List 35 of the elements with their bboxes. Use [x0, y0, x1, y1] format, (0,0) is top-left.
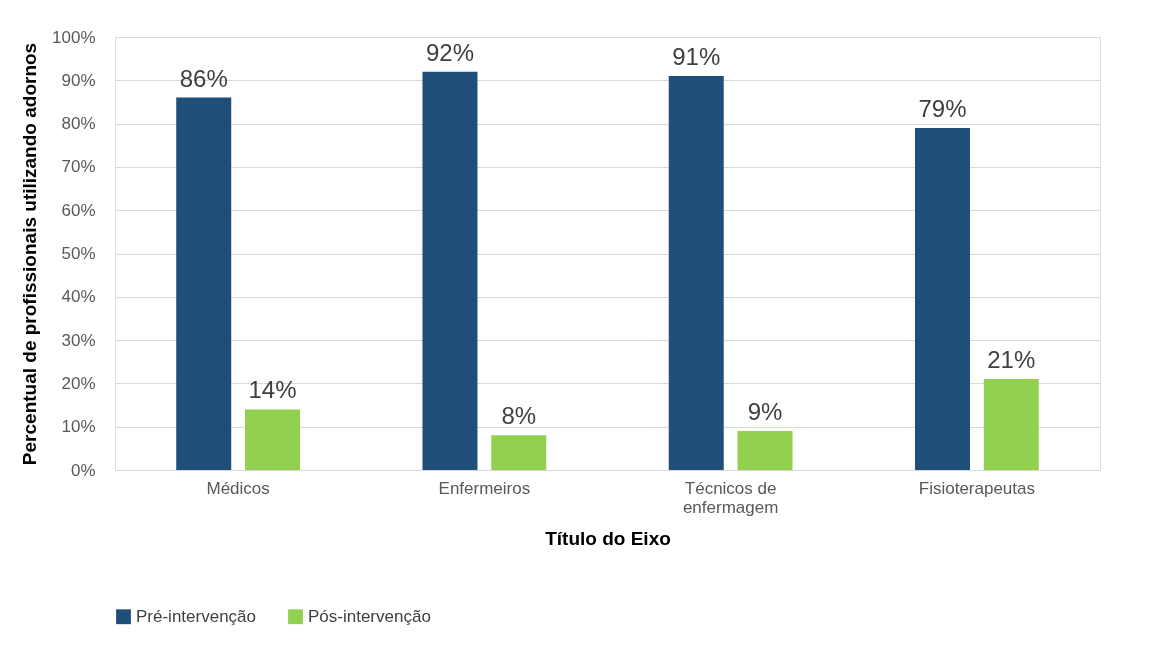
y-tick-label: 90% — [61, 70, 96, 90]
x-axis-title: Título do Eixo — [545, 527, 671, 549]
y-tick-label: 30% — [61, 330, 96, 350]
bar — [422, 71, 478, 470]
y-tick-label: 20% — [61, 373, 96, 393]
data-label: 8% — [501, 402, 537, 430]
data-label: 9% — [747, 398, 783, 426]
x-tick-label: Enfermeiros — [438, 478, 531, 498]
y-tick-label: 100% — [52, 27, 96, 47]
y-tick-label: 80% — [61, 114, 96, 134]
y-tick-label: 60% — [61, 200, 96, 220]
data-label: 14% — [248, 376, 297, 404]
data-label: 79% — [918, 94, 967, 122]
y-tick-label: 70% — [61, 157, 96, 177]
y-tick-label: 0% — [70, 460, 96, 480]
x-tick-label: Fisioterapeutas — [918, 478, 1035, 498]
bar — [737, 431, 793, 470]
y-tick-label: 10% — [61, 417, 96, 437]
y-tick-label: 40% — [61, 287, 96, 307]
x-tick-label: Técnicos de enfermagem — [682, 478, 779, 517]
bar — [983, 379, 1039, 470]
y-axis-title: Percentual de profissionais utilizando adornos — [19, 42, 41, 466]
bar — [914, 127, 970, 470]
data-label: 21% — [987, 346, 1036, 374]
data-label: 86% — [179, 64, 228, 92]
bar — [245, 409, 301, 470]
legend-label: Pós-intervenção — [308, 606, 431, 626]
x-tick-label: Médicos — [206, 478, 270, 498]
bar — [176, 97, 232, 470]
y-tick-label: 50% — [61, 244, 96, 263]
data-label: 92% — [425, 38, 475, 66]
data-label: 91% — [672, 42, 721, 70]
legend-label: Pré-intervenção — [136, 606, 257, 626]
bar — [668, 75, 724, 470]
bar — [491, 435, 547, 470]
